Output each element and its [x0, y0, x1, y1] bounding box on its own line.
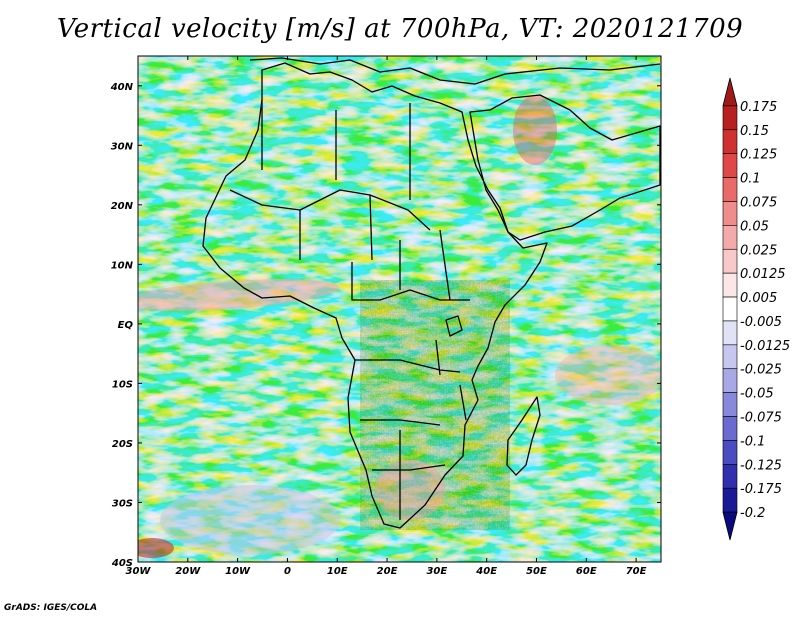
updraft-band-itcz — [138, 279, 340, 311]
lat-tick-label: 10S — [112, 379, 133, 390]
colorbar-cell — [722, 177, 738, 202]
lat-tick-label: 10N — [111, 260, 134, 271]
lat-tick-label: EQ — [118, 320, 134, 331]
colorbar-cell — [722, 129, 738, 154]
colorbar-cell — [722, 248, 738, 274]
lon-tick-label: 70E — [626, 566, 647, 577]
colorbar-level-label: -0.175 — [740, 482, 782, 497]
colorbar-cell — [722, 344, 738, 370]
lon-tick-label: 20W — [175, 566, 201, 577]
europe-coastline — [249, 57, 661, 85]
colorbar-level-label: 0.05 — [740, 219, 769, 234]
colorbar-cell — [722, 201, 738, 226]
colorbar-bottom-arrow — [722, 511, 738, 541]
border-south — [355, 359, 461, 520]
colorbar-cell — [722, 368, 738, 393]
coastlines-and-borders — [202, 57, 661, 529]
updraft-region-arabia — [513, 95, 557, 165]
colorbar-level-label: 0.0125 — [740, 267, 786, 282]
lon-tick-label: 10E — [327, 566, 348, 577]
velocity-field-speckle — [360, 280, 510, 530]
colorbar: 0.175 0.15 0.125 0.1 0.075 0.05 0.025 0.0125 0.0… — [722, 77, 790, 541]
colorbar-cell — [722, 105, 738, 131]
colorbar-level-label: 0.025 — [740, 243, 777, 258]
colorbar-level-label: 0.1 — [740, 172, 761, 187]
colorbar-level-label: 0.15 — [740, 124, 769, 139]
updraft-region-indian-ocean — [555, 345, 661, 405]
border-north — [261, 100, 411, 261]
grads-credit: GrADS: IGES/COLA — [4, 603, 98, 613]
map-plot-area — [138, 56, 661, 562]
lon-tick-label: 60E — [576, 566, 597, 577]
colorbar-level-label: 0.175 — [740, 100, 777, 115]
border-sahel — [229, 189, 431, 231]
lon-tick-label: 30E — [426, 566, 447, 577]
colorbar-level-label: -0.05 — [740, 387, 774, 402]
lon-tick-label: 50E — [526, 566, 547, 577]
colorbar-level-label: 0.075 — [740, 195, 777, 210]
lat-tick-label: 40S — [111, 558, 133, 569]
lat-tick-label: 20S — [112, 439, 133, 450]
arabia-coastline — [469, 94, 661, 241]
africa-coastline — [202, 62, 548, 529]
colorbar-cell — [722, 392, 738, 417]
updraft-region-south-africa — [375, 460, 445, 520]
longitude-axis: 30W 20W 10W 0 10E 20E 30E 40E 50E 60E 70E — [126, 56, 647, 577]
rift-lakes — [435, 339, 467, 421]
lat-tick-label: 30N — [111, 141, 134, 152]
colorbar-level-label: -0.2 — [740, 506, 765, 521]
lon-tick-label: 40E — [475, 566, 497, 577]
madagascar-coastline — [506, 396, 541, 476]
colorbar-level-label: -0.1 — [740, 434, 765, 449]
latitude-axis: 40N 30N 20N 10N EQ 10S 20S 30S 40S — [110, 82, 661, 569]
colorbar-cell — [722, 487, 738, 513]
colorbar-cell — [722, 296, 738, 322]
colorbar-cell — [722, 464, 738, 489]
colorbar-cell — [722, 440, 738, 465]
colorbar-cell — [722, 225, 738, 250]
colorbar-level-label: -0.005 — [740, 315, 782, 330]
colorbar-level-label: -0.025 — [740, 363, 782, 378]
colorbar-level-label: -0.0125 — [740, 339, 790, 354]
map-frame — [137, 55, 662, 563]
colorbar-level-label: 0.125 — [740, 148, 777, 163]
downdraft-region-south-atlantic — [160, 485, 340, 555]
chart-title: Vertical velocity [m/s] at 700hPa, VT: 2… — [56, 14, 744, 44]
colorbar-level-label: -0.075 — [740, 411, 782, 426]
colorbar-level-label: -0.125 — [740, 458, 782, 473]
lat-tick-label: 30S — [112, 498, 133, 509]
lon-tick-label: 10W — [225, 566, 251, 577]
colorbar-cell — [722, 153, 738, 178]
colorbar-cell — [722, 320, 738, 346]
colorbar-top-arrow — [722, 77, 738, 107]
lon-tick-label: 30W — [126, 566, 152, 577]
lon-tick-label: 20E — [377, 566, 398, 577]
lon-tick-label: 0 — [284, 566, 291, 577]
colorbar-level-label: 0.005 — [740, 291, 777, 306]
updraft-region-sw-corner — [138, 538, 174, 558]
lat-tick-label: 40N — [110, 82, 134, 93]
border-central — [351, 229, 470, 301]
lat-tick-label: 20N — [111, 201, 134, 212]
lake-victoria — [445, 315, 463, 337]
colorbar-cell — [722, 416, 738, 441]
colorbar-cell — [722, 272, 738, 298]
